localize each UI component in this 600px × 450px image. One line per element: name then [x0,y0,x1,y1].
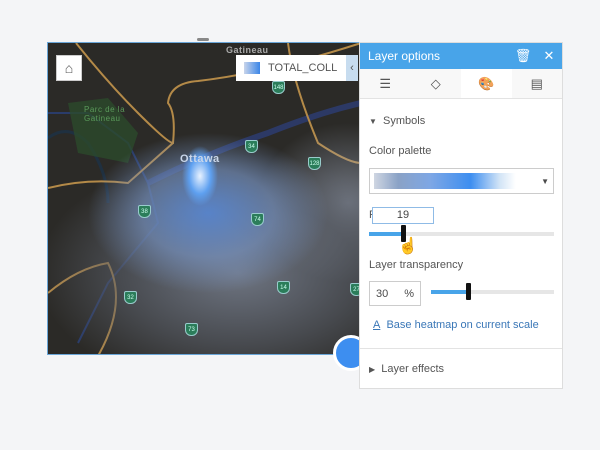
radius-slider-thumb[interactable] [401,225,406,242]
transparency-slider[interactable] [431,283,554,300]
radius-slider-fill [369,232,403,236]
table-icon: ▤ [530,75,543,91]
map-label-ottawa: Ottawa [180,153,220,165]
home-button[interactable]: ⌂ [56,55,82,81]
layer-effects-toggle[interactable]: ▶ Layer effects [369,363,444,375]
chevron-left-icon[interactable]: ‹ [346,55,358,81]
panel-title: Layer options [368,49,441,63]
list-icon: ☰ [379,75,392,91]
route-shield: 38 [138,205,151,218]
symbols-section-toggle[interactable]: ▼ Symbols [369,115,425,127]
route-shield: 74 [251,213,264,226]
caret-down-icon: ▼ [369,117,377,126]
close-icon[interactable]: ✕ [543,48,555,63]
transparency-unit: % [404,287,414,300]
tab-legend[interactable]: ☰ [360,69,411,98]
heatmap-layer [48,43,359,354]
route-shield: 14 [277,281,290,294]
tab-attributes[interactable]: ▤ [512,69,563,98]
panel-tabs: ☰ ◇ 🎨 ▤ [360,69,562,99]
base-heatmap-link[interactable]: A Base heatmap on current scale [373,319,539,331]
route-shield: 32 [124,291,137,304]
color-palette-dropdown[interactable]: ▼ [369,168,554,194]
trash-icon[interactable]: 🗑 [514,48,532,63]
layer-effects-heading: Layer effects [381,363,445,375]
caret-down-icon: ▼ [541,176,549,186]
tab-symbols[interactable]: 🎨 [461,69,512,98]
color-palette-label: Color palette [369,145,432,157]
radius-slider[interactable] [369,225,554,242]
legend-swatch [244,62,260,74]
map-view[interactable]: Gatineau Parc de la Gatineau Ottawa 148 … [47,42,360,355]
base-heatmap-label: Base heatmap on current scale [386,319,539,331]
map-label-park: Parc de la Gatineau [84,105,126,123]
route-shield: 148 [272,81,285,94]
transparency-input[interactable]: 30% [369,281,421,306]
scale-icon: A [373,319,381,331]
hand-cursor-icon: ☝ [398,238,418,255]
resize-handle[interactable] [197,38,209,41]
panel-header: Layer options 🗑 ✕ [360,43,562,69]
palette-icon: 🎨 [478,75,495,91]
route-shield: 128 [308,157,321,170]
map-label-gatineau: Gatineau [226,45,269,55]
route-shield: 34 [245,140,258,153]
caret-right-icon: ▶ [369,365,376,374]
transparency-label: Layer transparency [369,259,464,271]
route-shield: 73 [185,323,198,336]
legend-panel: TOTAL_COLL ‹ [236,55,358,81]
transparency-slider-fill [431,290,468,294]
symbols-heading: Symbols [383,115,426,127]
symbol-style-icon: ◇ [430,75,441,91]
divider [360,348,562,349]
radius-value-tooltip: 19 [372,207,434,224]
route-shield: 27 [350,283,359,296]
transparency-slider-thumb[interactable] [466,283,471,300]
tab-style[interactable]: ◇ [411,69,462,98]
home-icon: ⌂ [64,60,74,76]
palette-gradient [374,173,536,189]
layer-options-panel: Layer options 🗑 ✕ ☰ ◇ 🎨 ▤ ▼ Symbols Colo… [359,42,563,389]
transparency-value: 30 [376,287,389,300]
legend-label: TOTAL_COLL [268,62,338,74]
